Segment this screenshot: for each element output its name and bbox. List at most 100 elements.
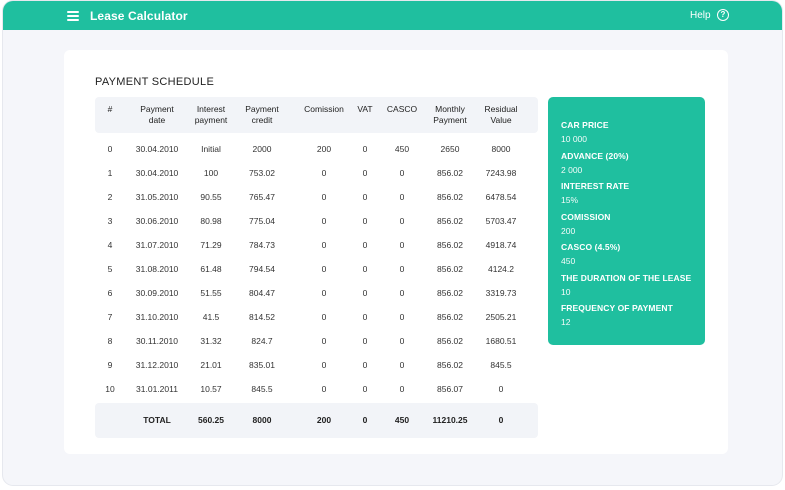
header-col-payment-credit: Payment credit [245,104,279,125]
cell-col-casco: 0 [399,168,405,178]
total-col-payment-date: TOTAL [143,415,171,425]
summary-item: FREQUENCY OF PAYMENT 12 [561,303,673,327]
cell-col-residual-value: 8000 [491,144,511,154]
cell-col-vat: 0 [362,288,368,298]
cell-col-interest-payment: 10.57 [200,384,222,394]
total-col-vat: 0 [362,415,368,425]
cell-col-casco: 0 [399,216,405,226]
cell-col-payment-credit: 753.02 [249,168,275,178]
cell-col-payment-date: 30.11.2010 [136,336,178,346]
cell-col-monthly-payment: 856.02 [437,240,463,250]
cell-col-payment-date: 31.08.2010 [135,264,179,274]
cell-col-vat: 0 [362,384,368,394]
cell-col-payment-date: 31.07.2010 [135,240,179,250]
cell-col-vat: 0 [362,240,368,250]
cell-col-comission: 0 [321,336,327,346]
cell-col-vat: 0 [362,168,368,178]
summary-value: 450 [561,256,576,266]
cell-col-payment-date: 30.09.2010 [135,288,179,298]
cell-col-vat: 0 [362,264,368,274]
header-col-payment-date: Payment date [140,104,174,125]
cell-col-residual-value: 1680.51 [485,336,517,346]
total-col-comission: 200 [316,415,332,425]
cell-col-index: 7 [107,312,113,322]
summary-value: 12 [561,317,571,327]
total-col-residual-value: 0 [498,415,504,425]
cell-col-monthly-payment: 856.07 [437,384,463,394]
cell-col-index: 0 [107,144,113,154]
top-bar: Lease Calculator Help ? [3,1,782,30]
cell-col-index: 1 [107,168,113,178]
cell-col-monthly-payment: 856.02 [437,336,463,346]
cell-col-payment-credit: 845.5 [251,384,273,394]
cell-col-monthly-payment: 856.02 [437,312,463,322]
cell-col-comission: 0 [321,360,327,370]
header-col-interest-payment: Interest payment [194,104,228,125]
header-col-index: # [107,104,113,114]
cell-col-residual-value: 845.5 [490,360,512,370]
cell-col-index: 4 [107,240,113,250]
cell-col-comission: 0 [321,312,327,322]
summary-value: 10 000 [561,134,587,144]
cell-col-index: 5 [107,264,113,274]
summary-item: THE DURATION OF THE LEASE 10 [561,273,691,297]
cell-col-residual-value: 7243.98 [485,168,517,178]
cell-col-comission: 0 [321,384,327,394]
cell-col-interest-payment: 90.55 [200,192,222,202]
summary-item: COMISSION 200 [561,212,611,236]
header-col-monthly-payment: Monthly Payment [433,104,467,125]
cell-col-payment-credit: 765.47 [249,192,275,202]
table-totals-row: TOTAL 560.25 8000 200 0 450 11210.25 0 [95,403,538,438]
summary-label: COMISSION [561,211,611,222]
cell-col-casco: 0 [399,360,405,370]
cell-col-payment-date: 31.12.2010 [135,360,179,370]
cell-col-residual-value: 4124.2 [488,264,514,274]
app-title: Lease Calculator [90,9,188,23]
help-link[interactable]: Help [690,10,711,21]
cell-col-index: 9 [107,360,113,370]
cell-col-index: 8 [107,336,113,346]
help-icon[interactable]: ? [717,9,729,21]
cell-col-interest-payment: 41.5 [202,312,220,322]
cell-col-vat: 0 [362,144,368,154]
cell-col-monthly-payment: 856.02 [437,216,463,226]
section-title: PAYMENT SCHEDULE [95,76,215,88]
cell-col-casco: 0 [399,240,405,250]
summary-value: 15% [561,195,579,205]
cell-col-interest-payment: 71.29 [200,240,222,250]
cell-col-vat: 0 [362,360,368,370]
content-card: PAYMENT SCHEDULE # Payment date Interest p… [64,50,728,454]
cell-col-comission: 200 [316,144,332,154]
cell-col-index: 3 [107,216,113,226]
lease-summary-panel: CAR PRICE 10 000 ADVANCE (20%) 2 000 INTERES… [548,97,705,345]
cell-col-interest-payment: Initial [201,144,221,154]
cell-col-interest-payment: 21.01 [200,360,222,370]
app-window: Lease Calculator Help ? PAYMENT SCHEDULE… [3,1,782,485]
cell-col-vat: 0 [362,192,368,202]
cell-col-monthly-payment: 856.02 [437,360,463,370]
cell-col-comission: 0 [321,288,327,298]
total-col-payment-credit: 8000 [252,415,272,425]
menu-icon[interactable] [67,11,79,21]
cell-col-payment-credit: 804.47 [249,288,275,298]
summary-label: CAR PRICE [561,120,609,130]
cell-col-index: 6 [107,288,113,298]
cell-col-vat: 0 [362,216,368,226]
cell-col-payment-date: 30.04.2010 [135,168,179,178]
cell-col-monthly-payment: 856.02 [437,288,463,298]
summary-label: ADVANCE (20%) [561,150,629,161]
cell-col-residual-value: 5703.47 [485,216,517,226]
cell-col-residual-value: 3319.73 [485,288,517,298]
cell-col-payment-credit: 775.04 [249,216,275,226]
summary-value: 10 [561,286,571,297]
cell-col-casco: 0 [399,264,405,274]
cell-col-comission: 0 [321,264,327,274]
cell-col-casco: 0 [399,192,405,202]
cell-col-index: 10 [105,384,115,394]
cell-col-residual-value: 0 [498,384,504,394]
header-col-residual-value: Residual Value [484,104,518,125]
cell-col-monthly-payment: 856.02 [437,168,463,178]
cell-col-comission: 0 [321,216,327,226]
cell-col-casco: 0 [399,336,405,346]
summary-item: ADVANCE (20%) 2 000 [561,151,629,175]
